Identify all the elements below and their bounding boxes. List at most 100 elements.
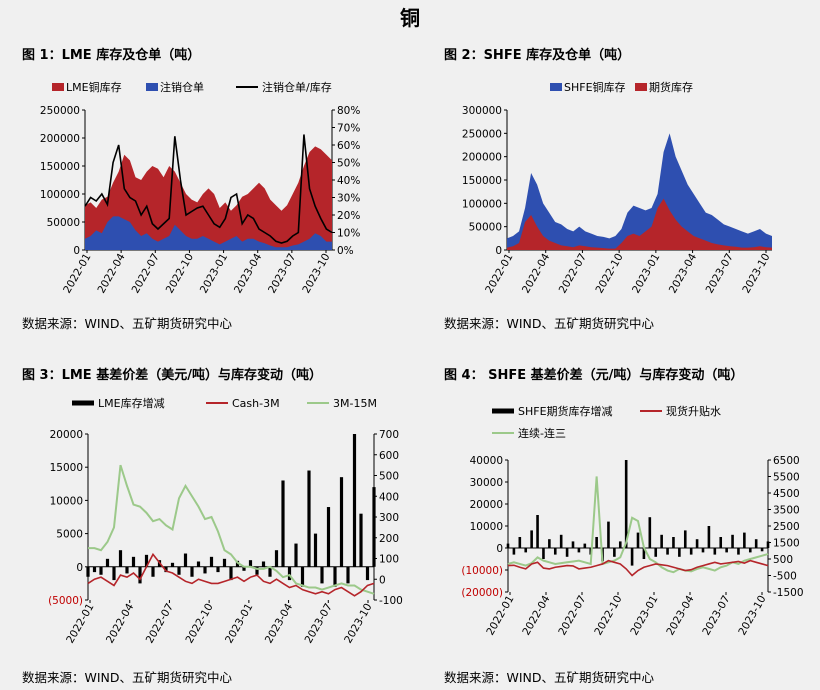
bar-shfe-inventory-change bbox=[618, 541, 622, 548]
x-tick-label: 2022-07 bbox=[557, 252, 589, 296]
bar-shfe-inventory-change bbox=[748, 548, 752, 553]
bar-lme-inventory-change bbox=[131, 556, 136, 567]
x-tick-label: 2023-10 bbox=[740, 252, 772, 296]
bar-lme-inventory-change bbox=[138, 566, 142, 584]
right-tick-label: 700 bbox=[379, 429, 399, 441]
bar-lme-inventory-change bbox=[112, 566, 116, 581]
bar-lme-inventory-change bbox=[333, 566, 337, 587]
bar-lme-inventory-change bbox=[287, 566, 292, 581]
right-tick-label: 20% bbox=[337, 210, 360, 222]
figure-3-chart: LME库存增减 Cash-3M 3M-15M(5000)05000100001500… bbox=[48, 396, 403, 646]
left-tick-label: 100000 bbox=[462, 198, 502, 210]
bar-shfe-inventory-change bbox=[689, 548, 693, 555]
bar-lme-inventory-change bbox=[313, 533, 318, 567]
figure-1-title: 图 1：LME 库存及仓单（吨） bbox=[22, 48, 201, 63]
bar-shfe-inventory-change bbox=[678, 548, 681, 557]
bar-shfe-inventory-change bbox=[624, 460, 628, 548]
bar-shfe-inventory-change bbox=[518, 537, 522, 548]
figure-2-panel: 图 2：SHFE 库存及仓单（吨） SHFE铜库存 期货库存 0 50000 10000… bbox=[410, 40, 820, 340]
bar-lme-inventory-change bbox=[242, 566, 246, 571]
left-tick-label: 30000 bbox=[470, 477, 503, 489]
legend-label: LME铜库存 bbox=[66, 80, 122, 94]
right-tick-label: -100 bbox=[379, 595, 403, 607]
x-tick-label: 2023-04 bbox=[263, 601, 295, 645]
bar-lme-inventory-change bbox=[99, 566, 103, 575]
left-tick-label: 200000 bbox=[40, 133, 80, 145]
right-tick-label: 6500 bbox=[773, 455, 800, 467]
x-tick-label: 2023-07 bbox=[704, 252, 736, 296]
bar-shfe-inventory-change bbox=[512, 548, 516, 555]
x-tick-label: 2023-04 bbox=[664, 593, 696, 637]
bar-shfe-inventory-change bbox=[766, 541, 770, 548]
bar-lme-inventory-change bbox=[144, 554, 149, 567]
left-tick-label: (20000) bbox=[461, 587, 503, 599]
left-tick-label: 10000 bbox=[50, 495, 83, 507]
legend-label: 注销仓单 bbox=[160, 80, 204, 94]
left-tick-label: 250000 bbox=[40, 105, 80, 117]
series-futures-inventory-area bbox=[507, 198, 772, 250]
bar-shfe-inventory-change bbox=[660, 534, 663, 548]
bar-shfe-inventory-change bbox=[754, 539, 758, 548]
left-tick-label: 10000 bbox=[470, 521, 503, 533]
left-tick-label: 20000 bbox=[50, 429, 83, 441]
bar-lme-inventory-change bbox=[274, 550, 279, 567]
left-tick-label: 15000 bbox=[50, 462, 83, 474]
x-tick-label: 2023-01 bbox=[628, 594, 660, 638]
left-tick-label: 0 bbox=[495, 245, 502, 257]
bar-shfe-inventory-change bbox=[707, 526, 711, 548]
right-tick-label: 500 bbox=[773, 554, 793, 566]
right-tick-label: -1500 bbox=[773, 587, 804, 599]
right-tick-label: 70% bbox=[337, 123, 360, 135]
left-tick-label: 50000 bbox=[469, 222, 502, 234]
bar-lme-inventory-change bbox=[196, 561, 201, 567]
left-tick-label: 0 bbox=[76, 562, 83, 574]
x-tick-label: 2022-07 bbox=[144, 602, 176, 646]
x-tick-label: 2022-10 bbox=[593, 252, 625, 296]
figure-2-chart: SHFE铜库存 期货库存 0 50000 100000 150000 200000 25000… bbox=[462, 80, 773, 296]
right-tick-label: 2500 bbox=[773, 521, 800, 533]
right-tick-label: 60% bbox=[337, 140, 360, 152]
legend-label: 期货库存 bbox=[649, 80, 693, 94]
left-tick-label: 50000 bbox=[47, 217, 80, 229]
bar-lme-inventory-change bbox=[105, 558, 110, 567]
figure-3-source: 数据来源：WIND、五矿期货研究中心 bbox=[22, 670, 233, 685]
bar-shfe-inventory-change bbox=[636, 532, 640, 548]
series-cancel-ratio-line bbox=[84, 134, 333, 244]
bar-lme-inventory-change bbox=[372, 487, 376, 567]
bar-shfe-inventory-change bbox=[725, 548, 728, 553]
legend-label: 注销仓单/库存 bbox=[262, 80, 332, 94]
series-cancelled-warrants-area bbox=[85, 216, 332, 250]
right-tick-label: 30% bbox=[337, 193, 360, 205]
page-title: 铜 bbox=[400, 6, 420, 30]
legend-swatch bbox=[52, 83, 64, 91]
right-tick-label: 500 bbox=[379, 471, 399, 483]
bar-lme-inventory-change bbox=[203, 566, 207, 574]
bar-lme-inventory-change bbox=[339, 477, 344, 567]
bar-shfe-inventory-change bbox=[595, 537, 598, 548]
bar-lme-inventory-change bbox=[125, 566, 129, 574]
bar-shfe-inventory-change bbox=[737, 548, 740, 555]
right-tick-label: 40% bbox=[337, 175, 360, 187]
x-tick-label: 2023-04 bbox=[232, 251, 264, 295]
bar-shfe-inventory-change bbox=[553, 548, 557, 555]
bar-shfe-inventory-change bbox=[565, 548, 569, 557]
bar-lme-inventory-change bbox=[92, 566, 97, 573]
right-tick-label: 600 bbox=[379, 450, 399, 462]
bar-lme-inventory-change bbox=[307, 470, 311, 567]
x-tick-label: 2023-07 bbox=[700, 594, 732, 638]
x-tick-label: 2023-07 bbox=[266, 252, 298, 296]
bar-shfe-inventory-change bbox=[536, 515, 539, 548]
bar-shfe-inventory-change bbox=[642, 548, 646, 559]
series-lme-inventory-area bbox=[85, 146, 332, 250]
bar-shfe-inventory-change bbox=[571, 541, 575, 548]
bar-shfe-inventory-change bbox=[654, 548, 658, 557]
series-continuous-third-line bbox=[507, 476, 769, 574]
bar-lme-inventory-change bbox=[300, 566, 305, 587]
figure-4-source: 数据来源：WIND、五矿期货研究中心 bbox=[444, 670, 655, 685]
figure-4-panel: 图 4： SHFE 基差价差（元/吨）与库存变动（吨） SHFE期货库存增减 现货… bbox=[410, 360, 820, 690]
right-tick-label: 3500 bbox=[773, 505, 800, 517]
x-tick-label: 2023-10 bbox=[736, 594, 768, 638]
figure-3-panel: 图 3：LME 基差价差（美元/吨）与库存变动（吨） LME库存增减 Cash-3… bbox=[0, 360, 410, 690]
bar-shfe-inventory-change bbox=[630, 548, 634, 566]
x-tick-label: 2023-10 bbox=[342, 602, 374, 646]
